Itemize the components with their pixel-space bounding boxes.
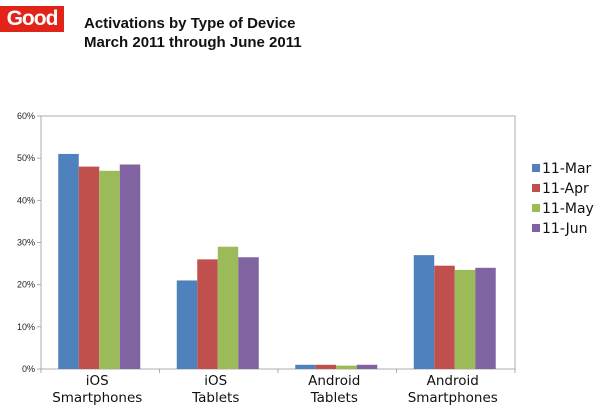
x-category-label-line: Smartphones	[52, 390, 142, 406]
y-tick-label: 10%	[17, 322, 35, 332]
bar-11-may-android-smartphones	[454, 269, 476, 369]
bar-11-mar-android-smartphones	[413, 255, 435, 369]
x-category-label-line: Tablets	[310, 390, 358, 406]
legend-label-11-jun: 11-Jun	[542, 221, 588, 237]
bar-11-jun-android-smartphones	[475, 267, 496, 369]
legend-swatch-11-apr	[532, 184, 540, 192]
bar-11-mar-ios-tablets	[176, 280, 198, 369]
bar-11-apr-ios-tablets	[197, 259, 218, 369]
x-category-label-line: iOS	[86, 373, 109, 389]
good-logo: Good	[0, 6, 64, 32]
x-category-label-line: Android	[308, 373, 360, 389]
legend-swatch-11-mar	[532, 164, 540, 172]
y-tick-label: 20%	[17, 280, 35, 290]
bar-11-apr-android-smartphones	[434, 265, 455, 369]
chart-title-line-2: March 2011 through June 2011	[84, 34, 302, 51]
chart-title-line-1: Activations by Type of Device	[84, 15, 296, 32]
y-tick-label: 30%	[17, 238, 35, 248]
x-category-label: Android Tablets	[308, 373, 360, 406]
legend-label-11-mar: 11-Mar	[542, 161, 592, 177]
x-category-label-line: Android	[427, 373, 479, 389]
legend-label-11-apr: 11-Apr	[542, 181, 589, 197]
bar-11-may-ios-tablets	[217, 246, 239, 369]
bar-11-jun-android-tablets	[356, 364, 378, 369]
x-category-label-line: Smartphones	[408, 390, 498, 406]
x-category-label-line: iOS	[204, 373, 227, 389]
bar-11-mar-android-tablets	[295, 364, 316, 369]
x-category-label-line: Tablets	[191, 390, 239, 406]
legend-label-11-may: 11-May	[542, 201, 594, 217]
y-tick-label: 0%	[22, 364, 35, 374]
bar-11-may-android-tablets	[336, 365, 357, 369]
chart-title: Activations by Type of Device March 2011…	[84, 14, 302, 52]
legend-swatch-11-may	[532, 204, 540, 212]
bar-11-mar-ios-smartphones	[58, 153, 79, 369]
x-category-label: Android Smartphones	[408, 373, 498, 406]
bar-11-apr-android-tablets	[315, 364, 337, 369]
x-category-label: iOS Tablets	[191, 373, 239, 406]
legend-swatch-11-jun	[532, 224, 540, 232]
bar-11-apr-ios-smartphones	[78, 166, 100, 369]
bar-11-may-ios-smartphones	[99, 170, 120, 369]
y-tick-label: 60%	[17, 111, 35, 121]
bar-11-jun-ios-tablets	[238, 257, 259, 369]
x-category-label: iOS Smartphones	[52, 373, 142, 406]
y-tick-label: 40%	[17, 195, 35, 205]
bar-11-jun-ios-smartphones	[119, 164, 141, 369]
y-tick-label: 50%	[17, 153, 35, 163]
